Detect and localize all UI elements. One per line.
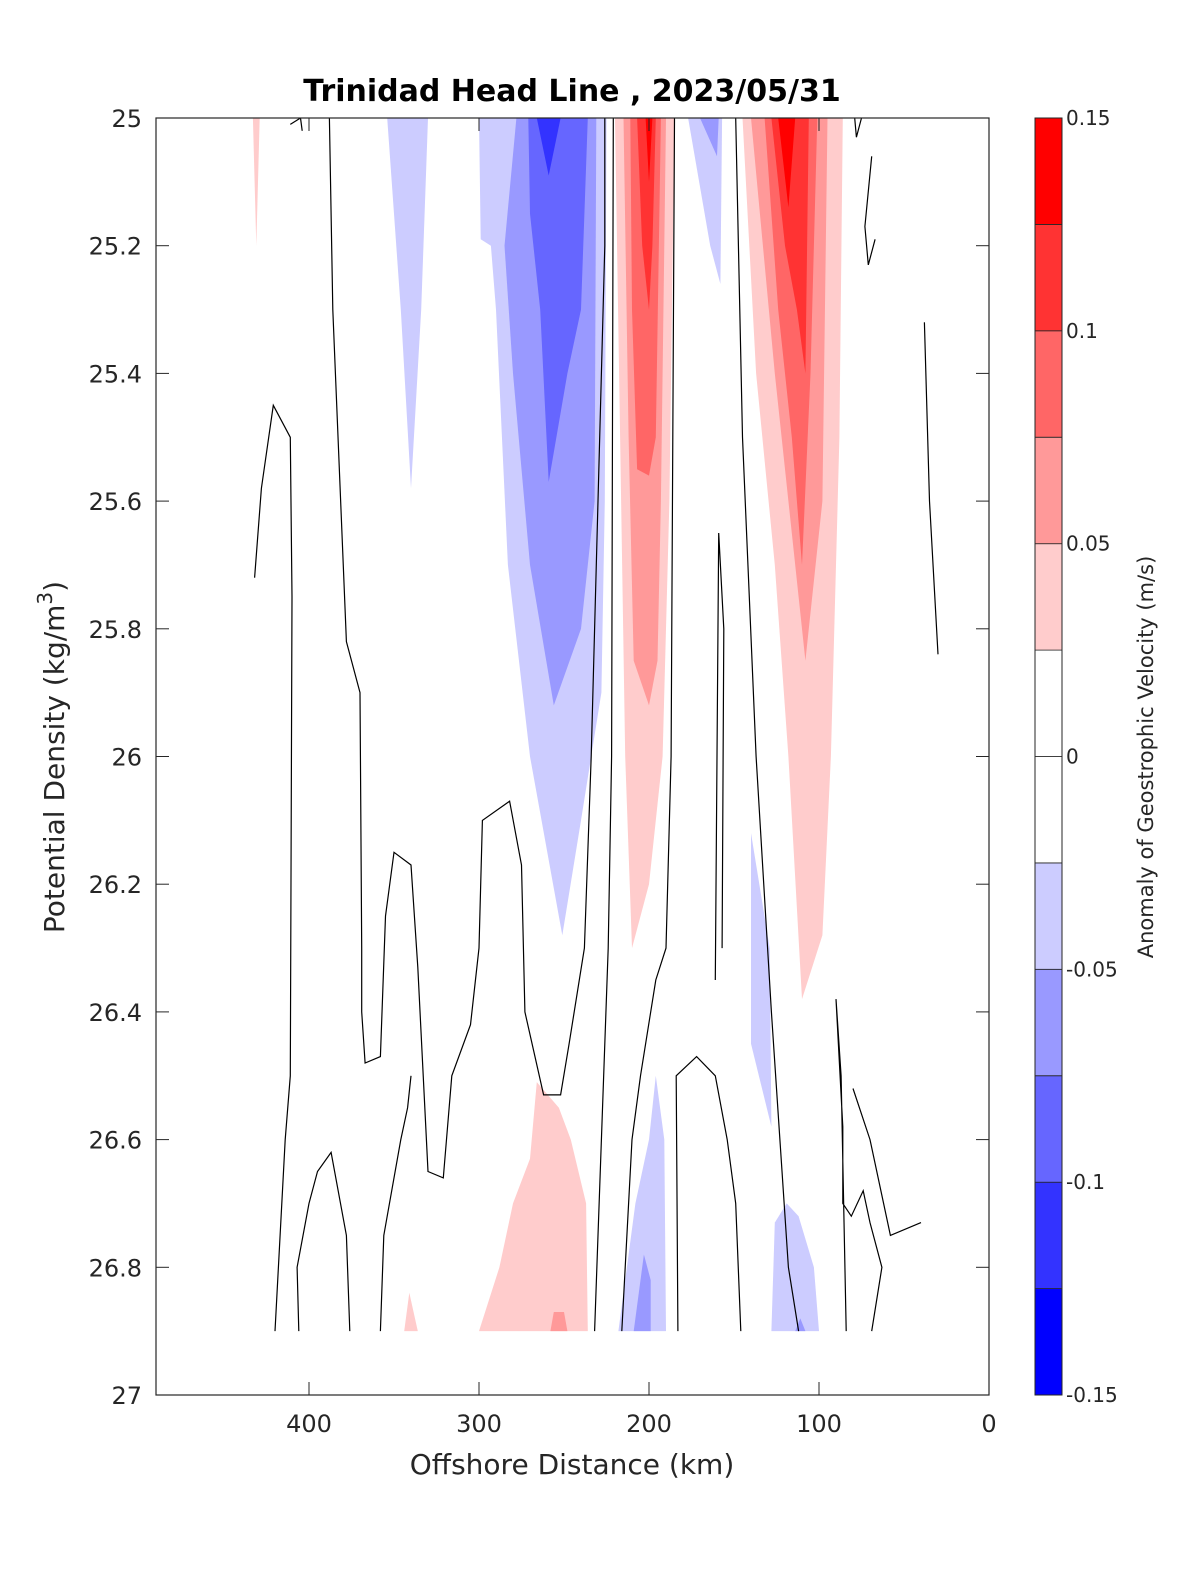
colorbar-swatch [1034,330,1063,438]
colorbar-tick-label: 0.05 [1066,532,1111,556]
x-axis-label: Offshore Distance (km) [410,1448,735,1481]
zero-contour-top-400km [289,118,303,131]
colorbar-swatch [1034,649,1063,757]
x-tick-label: 300 [456,1410,502,1438]
filled-contours [252,118,843,1332]
colorbar-tick-label: 0 [1066,745,1079,769]
y-tick-label: 25.8 [89,616,142,644]
zero-contour-70km-loop [864,156,876,266]
y-tick-label: 25.2 [89,233,142,261]
colorbar-swatch [1034,1288,1063,1396]
y-tick-label: 25 [111,105,142,133]
zero-contour-80km-top [854,118,863,138]
blue-core-260km-l4 [536,118,561,176]
blue-patch-200km-bottom-l2 [633,1254,651,1332]
colorbar-swatch [1034,1075,1063,1183]
red-patch-430km [252,118,260,246]
colorbar-tick-label: -0.15 [1066,1383,1118,1407]
zero-contour-160km [714,532,725,981]
y-tick-label: 26.6 [89,1127,142,1155]
colorbar-swatch [1034,223,1063,332]
colorbar-swatches [1034,117,1063,1396]
zero-contour-430km [254,403,293,1332]
red-core-200km-l4 [637,118,656,310]
red-core-200km-l5 [645,118,653,182]
y-tick-label: 26.4 [89,999,142,1027]
blue-patch-135km-upper [751,833,772,1127]
x-tick-labels: 400 300 200 100 0 [286,1410,997,1438]
y-tick-label: 26 [111,744,142,772]
y-tick-label: 26.8 [89,1254,142,1282]
zero-contour-150km [735,118,800,1332]
colorbar-tick-label: 0.1 [1066,319,1098,343]
blue-band-330km-light [387,118,428,489]
red-patch-260km-bottom-l2 [550,1312,568,1332]
colorbar-tick-label: -0.05 [1066,957,1118,981]
colorbar-swatch [1034,968,1063,1077]
colorbar-tick-label: -0.1 [1066,1170,1105,1194]
red-core-115km-l4 [771,118,809,374]
y-tick-label: 25.4 [89,360,142,388]
zero-contour-40km [923,322,939,655]
colorbar-swatch [1034,756,1063,864]
red-core-115km-l5 [778,118,796,208]
zero-contour-400km-loop [296,1150,351,1332]
zero-contour-185km [621,118,676,1332]
y-axis-label-main: Potential Density (kg/m [38,605,71,934]
red-patch-260km-bottom-l1 [479,1082,588,1332]
zero-contour-90km [835,999,883,1332]
y-tick-label: 27 [111,1382,142,1410]
y-axis-label-close: ) [38,581,71,592]
blue-patch-110km-bottom-l1 [771,1203,819,1332]
colorbar-tick-labels: 0.15 0.1 0.05 0 -0.05 -0.1 -0.15 [1066,106,1118,1407]
colorbar-label: Anomaly of Geostrophic Velocity (m/s) [1134,556,1158,959]
contour-lines [254,118,939,1332]
blue-core-260km-l3 [528,118,588,482]
colorbar-swatch [1034,1181,1063,1289]
y-axis-label: Potential Density (kg/m3) [33,581,71,933]
y-tick-label: 25.6 [89,488,142,516]
zero-contour-220km [594,118,614,1332]
x-tick-label: 400 [286,1410,332,1438]
zero-contour-390km [328,118,606,1179]
colorbar: 0.15 0.1 0.05 0 -0.05 -0.1 -0.15 Anomaly of Ge… [1034,106,1158,1407]
zero-contour-170km [675,1055,742,1332]
zero-contour-60km [852,1088,922,1237]
x-tick-label: 200 [626,1410,672,1438]
blue-patch-165km-l1 [688,118,723,284]
y-tick-label: 26.2 [89,871,142,899]
colorbar-frame [1034,117,1063,1396]
y-tick-labels: 25 25.2 25.4 25.6 25.8 26 26.2 26.4 26.6 26.8 27 [89,105,142,1410]
plot-frame [155,117,990,1396]
colorbar-swatch [1034,862,1063,970]
blue-patch-200km-bottom-l1 [618,1075,666,1332]
colorbar-swatch [1034,117,1063,225]
plot-area [155,117,990,1396]
blue-patch-165km-l2 [700,118,719,157]
y-axis-label-superscript: 3 [33,592,57,605]
colorbar-swatch [1034,436,1063,545]
chart-title: Trinidad Head Line , 2023/05/31 [303,74,840,109]
colorbar-tick-label: 0.15 [1066,106,1111,130]
x-tick-label: 0 [981,1410,996,1438]
x-tick-label: 100 [796,1410,842,1438]
colorbar-swatch [1034,543,1063,651]
zero-contour-380km [379,1075,412,1332]
red-patch-340km-bottom [404,1292,418,1332]
